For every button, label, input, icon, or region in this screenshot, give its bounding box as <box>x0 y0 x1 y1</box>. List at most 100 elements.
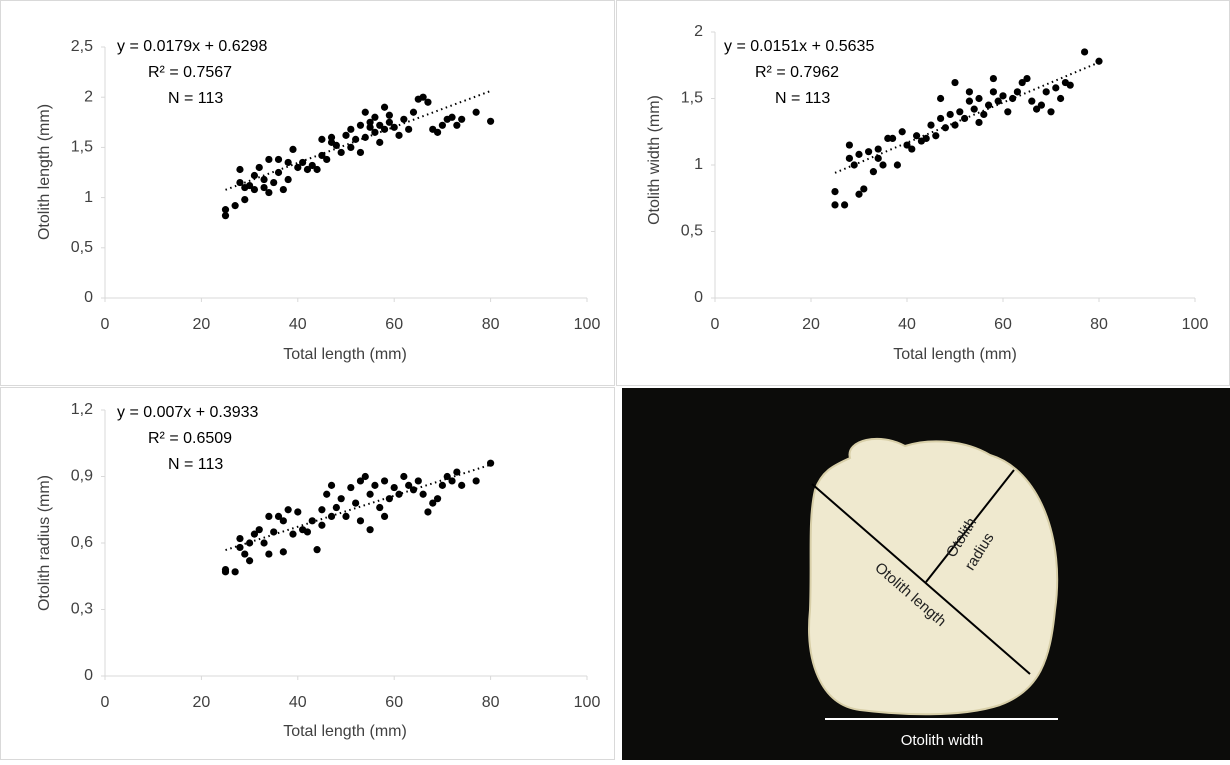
x-tick-label: 100 <box>574 694 601 711</box>
point <box>338 495 345 502</box>
x-tick-label: 60 <box>385 694 403 711</box>
y-tick-label: 0 <box>84 289 93 306</box>
y-tick-label: 1,5 <box>681 90 703 107</box>
point <box>434 495 441 502</box>
point <box>860 185 867 192</box>
point <box>956 108 963 115</box>
point <box>434 129 441 136</box>
otolith <box>809 439 1057 714</box>
point <box>831 201 838 208</box>
point <box>285 176 292 183</box>
point <box>391 484 398 491</box>
point <box>1023 75 1030 82</box>
y-axis-title: Otolith radius (mm) <box>36 475 53 611</box>
point <box>342 513 349 520</box>
x-tick-label: 40 <box>898 316 916 333</box>
width-label: Otolith width <box>901 732 984 749</box>
y-tick-label: 0,9 <box>71 468 93 485</box>
point <box>420 491 427 498</box>
point <box>285 506 292 513</box>
point <box>1043 88 1050 95</box>
trendline <box>226 465 491 550</box>
point <box>323 156 330 163</box>
point <box>1081 48 1088 55</box>
x-axis-title: Total length (mm) <box>283 723 407 740</box>
point <box>232 568 239 575</box>
y-axis-title: Otolith length (mm) <box>36 104 53 240</box>
point <box>927 122 934 129</box>
point <box>1057 95 1064 102</box>
point <box>473 477 480 484</box>
point <box>990 88 997 95</box>
point <box>256 526 263 533</box>
sample-size: N = 113 <box>775 90 830 107</box>
point <box>395 132 402 139</box>
y-tick-label: 1,2 <box>71 401 93 418</box>
point <box>294 508 301 515</box>
x-tick-label: 20 <box>802 316 820 333</box>
point <box>453 122 460 129</box>
y-tick-label: 0,6 <box>71 534 93 551</box>
point <box>855 191 862 198</box>
x-axis-title: Total length (mm) <box>893 346 1017 363</box>
point <box>975 119 982 126</box>
point <box>932 132 939 139</box>
point <box>999 92 1006 99</box>
point <box>1014 88 1021 95</box>
point <box>942 124 949 131</box>
point <box>280 186 287 193</box>
point <box>246 557 253 564</box>
point <box>260 539 267 546</box>
point <box>937 115 944 122</box>
point <box>846 141 853 148</box>
point <box>236 166 243 173</box>
point <box>376 139 383 146</box>
point <box>241 196 248 203</box>
point <box>371 129 378 136</box>
x-tick-label: 100 <box>574 316 601 333</box>
point <box>342 132 349 139</box>
point <box>995 98 1002 105</box>
y-tick-label: 2,5 <box>71 38 93 55</box>
point <box>439 482 446 489</box>
point <box>381 477 388 484</box>
sample-size: N = 113 <box>168 456 223 473</box>
point <box>256 164 263 171</box>
x-tick-label: 80 <box>1090 316 1108 333</box>
point <box>951 79 958 86</box>
point <box>879 161 886 168</box>
point <box>439 122 446 129</box>
point <box>424 508 431 515</box>
point <box>1038 102 1045 109</box>
point <box>980 111 987 118</box>
point <box>947 111 954 118</box>
y-tick-label: 0,5 <box>681 223 703 240</box>
point <box>395 491 402 498</box>
point <box>381 104 388 111</box>
x-tick-label: 60 <box>994 316 1012 333</box>
point <box>870 168 877 175</box>
point <box>309 517 316 524</box>
point <box>400 473 407 480</box>
point <box>357 122 364 129</box>
x-tick-label: 40 <box>289 316 307 333</box>
point <box>367 526 374 533</box>
point <box>889 135 896 142</box>
y-tick-label: 1,5 <box>71 139 93 156</box>
point <box>841 201 848 208</box>
point <box>990 75 997 82</box>
point <box>410 109 417 116</box>
x-tick-label: 40 <box>289 694 307 711</box>
point <box>400 116 407 123</box>
point <box>347 484 354 491</box>
point <box>391 124 398 131</box>
y-tick-label: 0,5 <box>71 239 93 256</box>
point <box>1028 98 1035 105</box>
point <box>1047 108 1054 115</box>
point <box>318 522 325 529</box>
point <box>386 495 393 502</box>
point <box>289 531 296 538</box>
point <box>865 148 872 155</box>
trendline <box>226 91 491 190</box>
y-axis-title: Otolith width (mm) <box>646 95 663 225</box>
